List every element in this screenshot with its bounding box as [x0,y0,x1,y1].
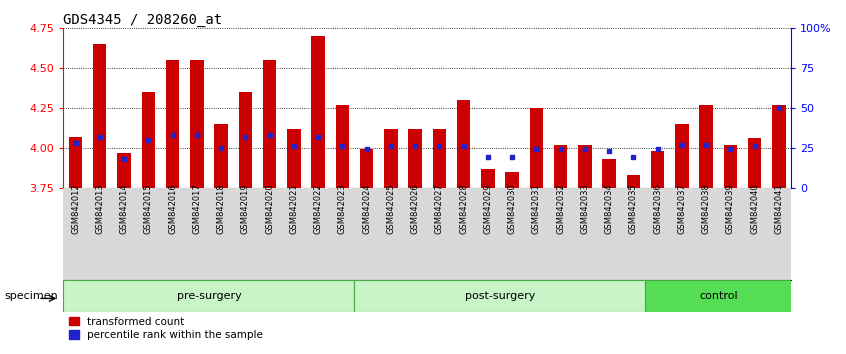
Bar [627,175,640,188]
Bar [748,138,761,188]
Bar [287,129,300,188]
Bar [505,172,519,188]
Bar [481,169,495,188]
Bar [190,60,204,188]
Text: pre-surgery: pre-surgery [177,291,241,301]
Bar [360,149,373,188]
Bar [700,105,713,188]
Bar [69,137,82,188]
Bar [93,44,107,188]
Bar [651,151,664,188]
Bar [554,145,568,188]
Bar [723,145,737,188]
Text: GDS4345 / 208260_at: GDS4345 / 208260_at [63,13,222,27]
Bar [118,153,131,188]
Bar [141,92,155,188]
Bar [311,36,325,188]
Bar [384,129,398,188]
Bar [432,129,446,188]
Bar [354,280,645,312]
Text: post-surgery: post-surgery [464,291,536,301]
Bar [645,280,791,312]
Bar [530,108,543,188]
Bar [772,105,786,188]
Bar [409,129,422,188]
Bar [675,124,689,188]
Text: specimen: specimen [4,291,58,301]
Legend: transformed count, percentile rank within the sample: transformed count, percentile rank withi… [69,317,263,340]
Bar [214,124,228,188]
Bar [336,105,349,188]
Bar [63,280,354,312]
Bar [263,60,277,188]
Bar [166,60,179,188]
Bar [239,92,252,188]
Bar [578,145,591,188]
Text: control: control [699,291,738,301]
Bar [602,159,616,188]
Bar [457,100,470,188]
